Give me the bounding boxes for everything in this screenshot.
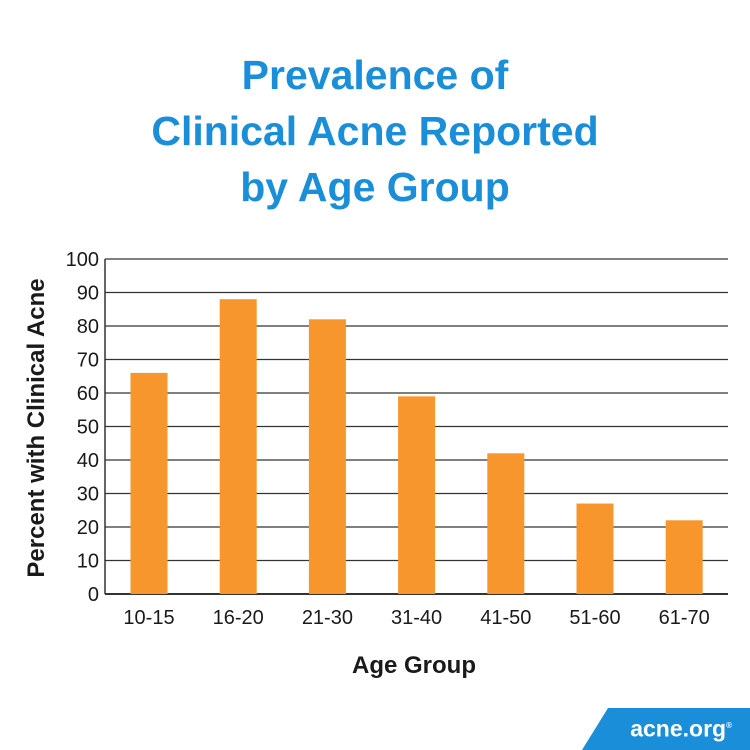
bar-10-15[interactable] bbox=[130, 372, 168, 594]
y-tick-label: 70 bbox=[77, 350, 99, 372]
y-tick-label: 10 bbox=[77, 551, 99, 573]
y-tick-label: 0 bbox=[88, 584, 99, 606]
logo-badge-shape bbox=[582, 708, 750, 750]
logo-wordmark: acne.org bbox=[630, 716, 727, 742]
x-tick-label: 31-40 bbox=[391, 607, 442, 629]
y-tick-label: 20 bbox=[77, 517, 99, 539]
bars bbox=[130, 299, 703, 594]
y-tick-label: 40 bbox=[77, 450, 99, 472]
acne-org-logo[interactable]: acne.org® bbox=[582, 708, 750, 750]
x-tick-label: 10-15 bbox=[123, 607, 174, 629]
bar-21-30[interactable] bbox=[308, 319, 346, 594]
y-tick-label: 100 bbox=[66, 249, 99, 271]
x-axis-label: Age Group bbox=[352, 652, 476, 679]
y-tick-label: 50 bbox=[77, 417, 99, 439]
x-tick-label: 61-70 bbox=[659, 607, 710, 629]
x-tick-labels: 10-15 16-20 21-30 31-40 41-50 51-60 61-70 bbox=[123, 607, 709, 629]
y-tick-label: 80 bbox=[77, 316, 99, 338]
y-tick-label: 30 bbox=[77, 484, 99, 506]
x-tick-label: 16-20 bbox=[213, 607, 264, 629]
bar-61-70[interactable] bbox=[665, 520, 703, 594]
logo-text: acne.org® bbox=[630, 713, 732, 742]
bar-41-50[interactable] bbox=[487, 453, 525, 594]
chart-title-line: Prevalence of bbox=[241, 52, 509, 98]
x-tick-label: 41-50 bbox=[480, 607, 531, 629]
chart-title: Prevalence of Clinical Acne Reported by … bbox=[0, 47, 750, 215]
bar-16-20[interactable] bbox=[219, 299, 257, 594]
chart-title-line: by Age Group bbox=[240, 164, 510, 210]
y-axis-label: Percent with Clinical Acne bbox=[23, 278, 50, 577]
registered-mark: ® bbox=[726, 721, 732, 731]
bar-31-40[interactable] bbox=[398, 396, 436, 594]
y-tick-labels: 0 10 20 30 40 50 60 70 80 90 100 bbox=[66, 249, 99, 606]
y-tick-label: 90 bbox=[77, 283, 99, 305]
x-tick-label: 51-60 bbox=[569, 607, 620, 629]
bar-51-60[interactable] bbox=[576, 503, 614, 594]
chart-title-line: Clinical Acne Reported bbox=[151, 108, 599, 154]
x-tick-label: 21-30 bbox=[302, 607, 353, 629]
y-tick-label: 60 bbox=[77, 383, 99, 405]
